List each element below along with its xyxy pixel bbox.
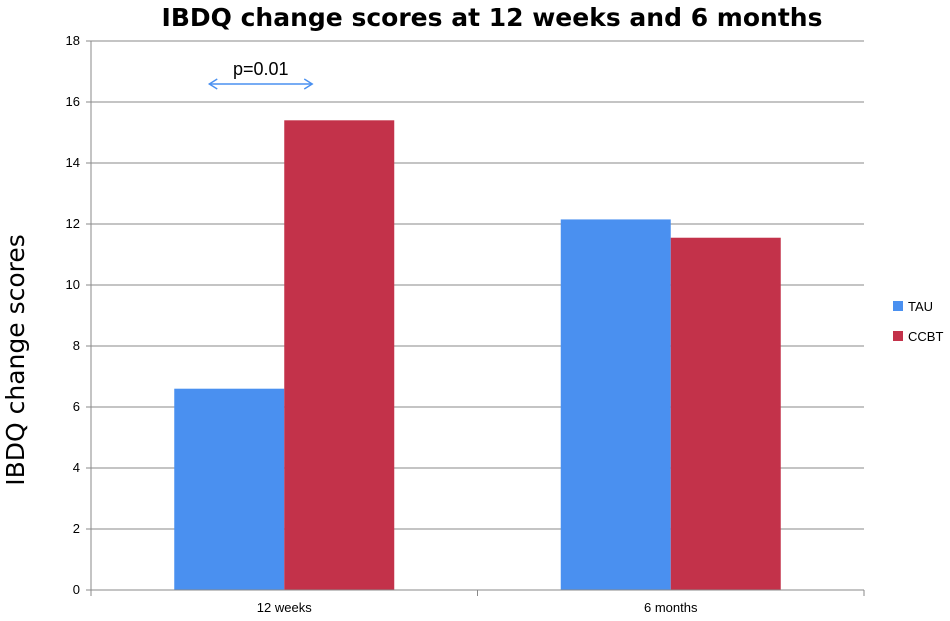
- y-tick-labels: 0 2 4 6 8 10 12 14 16 18: [66, 33, 80, 597]
- bar-ccbt-6-months: [670, 237, 781, 590]
- bar-ccbt-12-weeks: [284, 120, 395, 591]
- p-value-annotation: p=0.01: [233, 59, 289, 79]
- axes: [90, 41, 865, 596]
- y-tick-label: 14: [66, 155, 80, 170]
- y-tick-label: 2: [73, 521, 80, 536]
- y-axis-label: IBDQ change scores: [1, 234, 30, 486]
- y-tick-label: 8: [73, 338, 80, 353]
- annotations: p=0.01: [207, 59, 314, 90]
- chart-title: IBDQ change scores at 12 weeks and 6 mon…: [162, 3, 823, 32]
- legend: TAU CCBT: [893, 299, 943, 344]
- legend-swatch-ccbt: [893, 331, 903, 341]
- y-tick-label: 18: [66, 33, 80, 48]
- legend-label-tau: TAU: [908, 299, 933, 314]
- y-tick-label: 6: [73, 399, 80, 414]
- y-tick-label: 10: [66, 277, 80, 292]
- bars: [174, 120, 781, 591]
- annotation-arrowhead-left: [207, 78, 218, 90]
- annotation-arrowhead-right: [303, 78, 314, 90]
- bar-tau-6-months: [560, 219, 671, 591]
- legend-swatch-tau: [893, 301, 903, 311]
- y-tick-label: 12: [66, 216, 80, 231]
- y-tick-label: 16: [66, 94, 80, 109]
- legend-label-ccbt: CCBT: [908, 329, 943, 344]
- bar-tau-12-weeks: [174, 388, 285, 590]
- x-category-label: 12 weeks: [257, 600, 312, 615]
- x-category-labels: 12 weeks 6 months: [257, 600, 698, 615]
- x-category-label: 6 months: [644, 600, 698, 615]
- y-tick-label: 0: [73, 582, 80, 597]
- y-tick-label: 4: [73, 460, 80, 475]
